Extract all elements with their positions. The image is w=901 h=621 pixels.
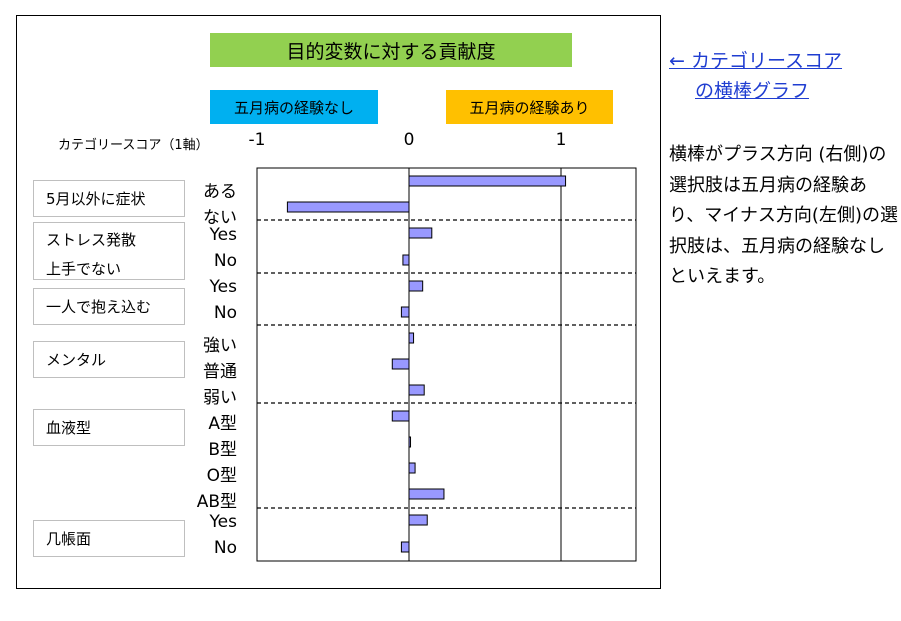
level-label: 普通 (203, 362, 237, 382)
bar (408, 514, 428, 526)
level-label: Yes (209, 277, 237, 297)
bar (408, 332, 415, 344)
bar (408, 384, 425, 396)
level-label: No (213, 538, 237, 558)
level-label: ある (203, 182, 237, 202)
bar (400, 541, 410, 553)
plot-area (256, 167, 637, 562)
chart-title: 目的変数に対する貢献度 (210, 33, 572, 67)
tick-label-minus1: -1 (248, 130, 266, 150)
level-label: A型 (208, 414, 237, 434)
bar (391, 410, 410, 422)
chart-link-line: の横棒グラフ (695, 80, 810, 102)
bar (286, 201, 410, 213)
level-label: AB型 (196, 492, 237, 512)
category-label: 血液型 (33, 409, 185, 446)
chart-link[interactable]: ← カテゴリースコア の横棒グラフ (669, 46, 842, 106)
category-label: メンタル (33, 341, 185, 378)
bar (408, 227, 433, 239)
level-label: 弱い (203, 388, 237, 408)
bar (402, 254, 410, 266)
bar (408, 175, 567, 187)
category-label-line: 上手でない (46, 260, 122, 278)
axis-title: カテゴリースコア（1軸） (58, 138, 209, 153)
category-label: ストレス発散 上手でない (33, 222, 185, 280)
description-text: 横棒がプラス方向 (右側)の選択肢は五月病の経験あり、マイナス方向(左側)の選択… (669, 144, 898, 287)
bar (408, 488, 445, 500)
legend-negative: 五月病の経験なし (210, 90, 378, 124)
bar (391, 358, 410, 370)
category-label: 几帳面 (33, 520, 185, 557)
tick-label-0: 0 (403, 130, 415, 150)
level-label: Yes (209, 225, 237, 245)
chart-frame (16, 15, 661, 589)
category-label-line: ストレス発散 (46, 231, 137, 249)
level-label: 強い (203, 336, 237, 356)
bar (408, 280, 424, 292)
level-label: Yes (209, 512, 237, 532)
legend-positive: 五月病の経験あり (446, 90, 613, 124)
level-label: No (213, 251, 237, 271)
chart-link-line: ← カテゴリースコア (669, 50, 843, 72)
category-label: 5月以外に症状 (33, 180, 185, 217)
bar (408, 436, 412, 448)
level-label: ない (203, 208, 237, 228)
level-label: B型 (208, 440, 237, 460)
bar (400, 306, 410, 318)
category-label: 一人で抱え込む (33, 288, 185, 325)
level-label: No (213, 303, 237, 323)
bar (408, 462, 416, 474)
tick-label-plus1: 1 (555, 130, 567, 150)
level-label: O型 (206, 466, 237, 486)
